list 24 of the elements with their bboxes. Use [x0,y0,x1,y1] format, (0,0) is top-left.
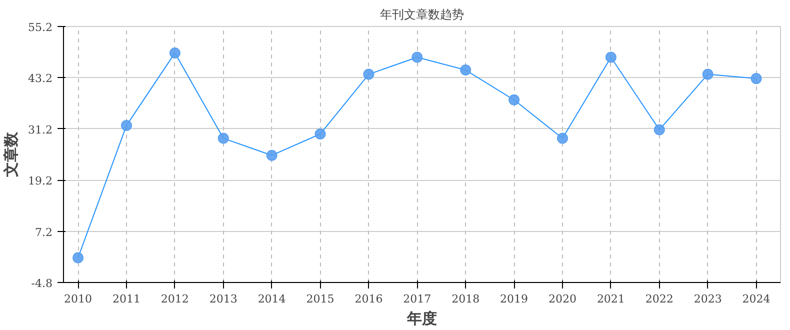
chart-title: 年刊文章数趋势 [380,8,464,22]
x-tick-label: 2010 [64,292,92,306]
x-tick-label: 2019 [500,292,528,306]
x-tick-label: 2023 [694,292,722,306]
x-tick-label: 2011 [112,292,140,306]
x-tick-label: 2022 [645,292,674,306]
x-tick-label: 2016 [354,292,383,306]
y-tick-label: 55.2 [28,21,53,34]
y-tick-label: 43.2 [28,72,53,86]
x-tick-label: 2021 [596,292,625,306]
x-tick-label: 2014 [258,292,286,306]
y-tick-label: -4.8 [31,277,53,290]
x-tick-label: 2013 [209,292,238,306]
x-tick-label: 2020 [548,292,576,306]
x-axis-title: 年度 [406,310,437,328]
y-tick-label: 7.2 [35,226,53,239]
x-tick-label: 2018 [452,292,480,306]
x-tick-label: 2017 [403,292,432,306]
x-tick-label: 2012 [160,292,189,306]
x-tick-label: 2015 [306,292,334,306]
y-tick-label: 31.2 [28,123,53,136]
y-axis-title: 文章数 [2,131,20,178]
x-tick-label: 2024 [742,292,770,306]
y-tick-label: 19.2 [28,174,53,188]
